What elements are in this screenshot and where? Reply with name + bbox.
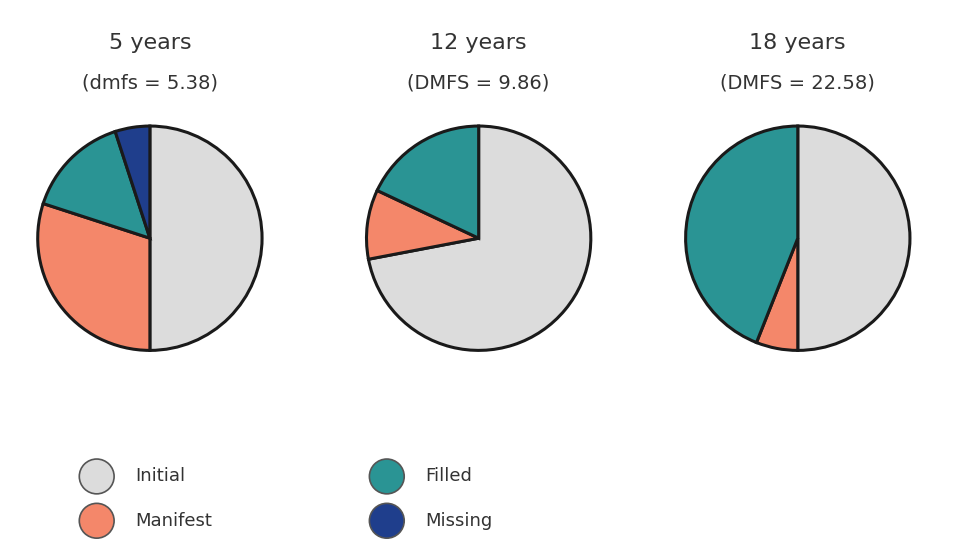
Wedge shape	[44, 131, 150, 238]
Wedge shape	[756, 238, 798, 350]
Text: (DMFS = 9.86): (DMFS = 9.86)	[407, 73, 550, 93]
Text: 18 years: 18 years	[749, 33, 846, 53]
Text: Missing: Missing	[425, 512, 493, 530]
Wedge shape	[368, 126, 591, 350]
Ellipse shape	[79, 459, 114, 494]
Wedge shape	[366, 191, 479, 259]
Wedge shape	[115, 126, 150, 238]
Text: Filled: Filled	[425, 468, 472, 485]
Text: Manifest: Manifest	[135, 512, 212, 530]
Text: Initial: Initial	[135, 468, 186, 485]
Text: 5 years: 5 years	[108, 33, 191, 53]
Wedge shape	[686, 126, 798, 342]
Wedge shape	[798, 126, 910, 350]
Text: 12 years: 12 years	[430, 33, 527, 53]
Wedge shape	[38, 203, 150, 350]
Text: (DMFS = 22.58): (DMFS = 22.58)	[720, 73, 875, 93]
Ellipse shape	[369, 459, 404, 494]
Wedge shape	[377, 126, 479, 238]
Text: (dmfs = 5.38): (dmfs = 5.38)	[82, 73, 218, 93]
Ellipse shape	[369, 504, 404, 538]
Wedge shape	[150, 126, 262, 350]
Ellipse shape	[79, 504, 114, 538]
